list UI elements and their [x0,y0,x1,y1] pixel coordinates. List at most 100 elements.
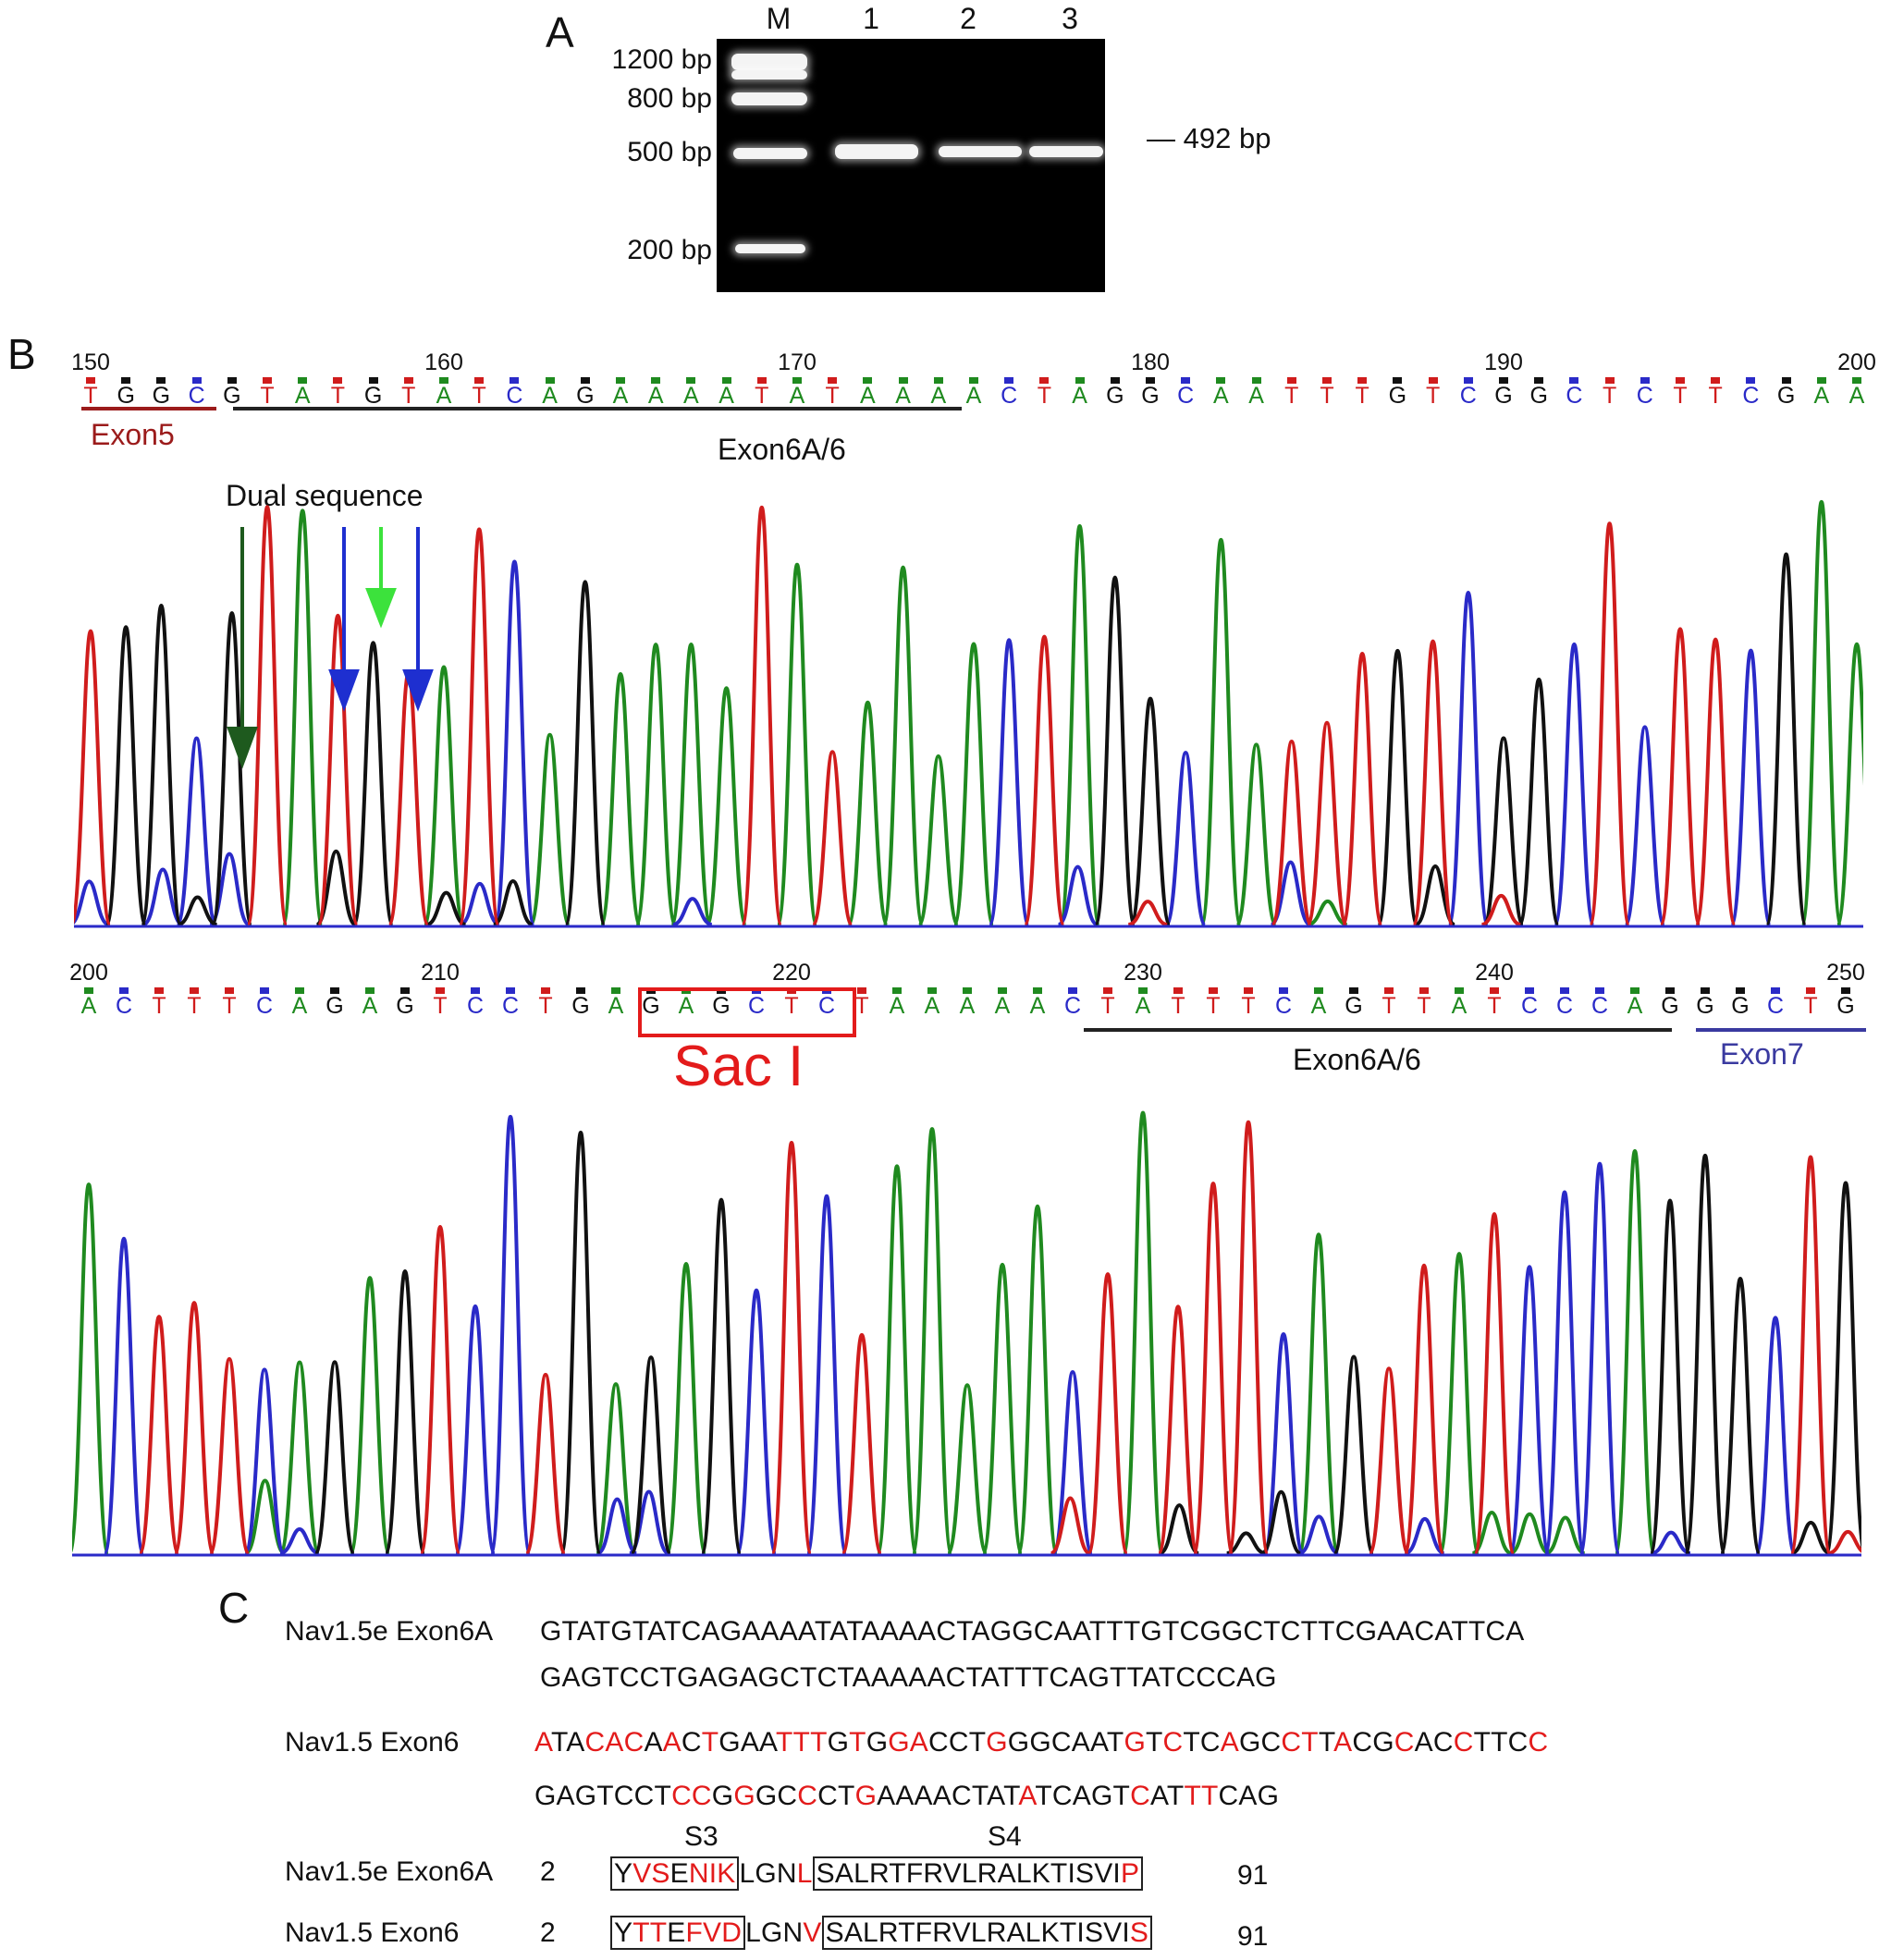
base-call: C [1590,993,1609,1019]
base-quality-mark [1560,987,1569,994]
linker-exon6: LGNV [745,1917,822,1948]
base-call: A [80,993,97,1019]
ladder-band-500 [733,148,807,159]
s3-label: S3 [684,1821,718,1852]
position-number: 180 [1131,349,1170,375]
position-number: 240 [1475,960,1514,986]
base-call: A [608,993,624,1019]
base-quality-mark [927,987,937,994]
arrow-dark-green [227,527,258,769]
base-call: G [363,383,383,409]
base-call: A [683,383,699,409]
position-number: 190 [1484,349,1523,375]
mismatch-residue: TT [1184,1781,1219,1811]
matched-residue: TC [1183,1727,1221,1758]
gel-figure: M 1 2 3 1200 bp 800 bp 500 bp 200 bp — 4… [518,0,1332,305]
base-call: T [1487,993,1502,1019]
matched-residue: T [1146,1727,1163,1758]
mismatch-residue: TT [632,1917,668,1948]
protein-exon6-end: 91 [1237,1921,1269,1952]
exon6-sequence-line1: ATACACAACTGAATTTGTGGACCTGGGCAATGTCTCAGCC… [534,1727,1548,1758]
base-quality-mark [333,377,343,384]
product-size-value: 492 bp [1183,122,1271,154]
base-call: T [1241,993,1256,1019]
base-quality-mark [330,987,339,994]
base-quality-mark [1771,987,1780,994]
base-call: T [1355,383,1369,409]
base-call: A [647,383,664,409]
base-call: C [1766,993,1785,1019]
lane-label-3: 3 [1062,2,1078,35]
base-call: C [817,993,836,1019]
matched-residue: G [866,1727,889,1758]
base-call: A [542,383,558,409]
trace-g [313,1130,1861,1555]
base-quality-mark [857,987,866,994]
position-number: 200 [69,960,108,986]
matched-residue: E [667,1917,686,1948]
base-call: C [1566,383,1583,409]
matched-residue: G [827,1727,850,1758]
base-quality-mark [1463,377,1473,384]
base-quality-mark [368,377,378,384]
base-quality-mark [1209,987,1218,994]
position-number: 150 [71,349,110,375]
base-call: T [1171,993,1185,1019]
base-quality-mark [1806,987,1815,994]
base-quality-mark [84,987,93,994]
base-call: C [188,383,205,409]
base-call: C [1063,993,1082,1019]
exon6-sequence-line2: GAGTCCTCCGGGCCCTGAAAACTATATCAGTCATTTCAG [534,1781,1279,1812]
base-quality-mark [436,987,445,994]
matched-residue: E [669,1858,689,1889]
mismatch-residue: C [1453,1727,1474,1758]
protein-exon6a-start: 2 [540,1856,556,1887]
base-quality-mark [541,987,550,994]
protein-exon6a-sequence: YVSENIK LGNL SALRTFRVLRALKTISVIP [610,1856,1144,1891]
base-call: C [115,993,133,1019]
base-call: G [223,383,241,409]
position-number: 230 [1124,960,1162,986]
base-quality-mark [933,377,943,384]
position-number: 250 [1826,960,1865,986]
protein-exon6-sequence: YTTEFVD LGNV SALRTFRVLRALKTISVIS [610,1916,1153,1950]
base-quality-mark [1419,987,1429,994]
base-call: T [433,993,448,1019]
base-call: A [1451,993,1468,1019]
base-quality-mark [1604,377,1615,384]
base-quality-mark [1357,377,1368,384]
base-quality-mark [227,377,237,384]
base-call: A [612,383,629,409]
base-quality-mark [576,987,585,994]
ladder-band-800 [731,92,807,105]
base-call: G [1696,993,1714,1019]
exon6a-label: Nav1.5e Exon6A [285,1616,494,1647]
mismatch-residue: VS [632,1858,670,1889]
trace-g [104,552,1808,926]
base-call: G [1776,383,1796,409]
sac-i-label: Sac I [673,1035,804,1098]
base-quality-mark [295,987,304,994]
ladder-label-800: 800 bp [627,83,712,114]
panel-b-letter: B [7,330,36,378]
base-call: G [576,383,595,409]
base-quality-mark [1490,987,1499,994]
matched-residue: TCAGT [1035,1781,1131,1811]
base-call: G [712,993,731,1019]
mismatch-residue: C [1162,1727,1184,1758]
mismatch-residue: CAC [584,1727,645,1758]
mismatch-residue: V [803,1917,822,1948]
base-call: A [930,383,947,409]
mismatch-residue: T [849,1727,866,1758]
matched-residue: GGCAAT [1007,1727,1124,1758]
ladder-label-500: 500 bp [627,137,712,167]
base-quality-mark [828,377,838,384]
base-call: C [501,993,520,1019]
matched-residue: AAAACTAT [877,1781,1019,1811]
base-call: A [789,383,805,409]
base-quality-mark [756,377,767,384]
base-quality-mark [1286,377,1296,384]
base-call: A [1029,993,1046,1019]
base-quality-mark [506,987,515,994]
base-call: T [825,383,840,409]
